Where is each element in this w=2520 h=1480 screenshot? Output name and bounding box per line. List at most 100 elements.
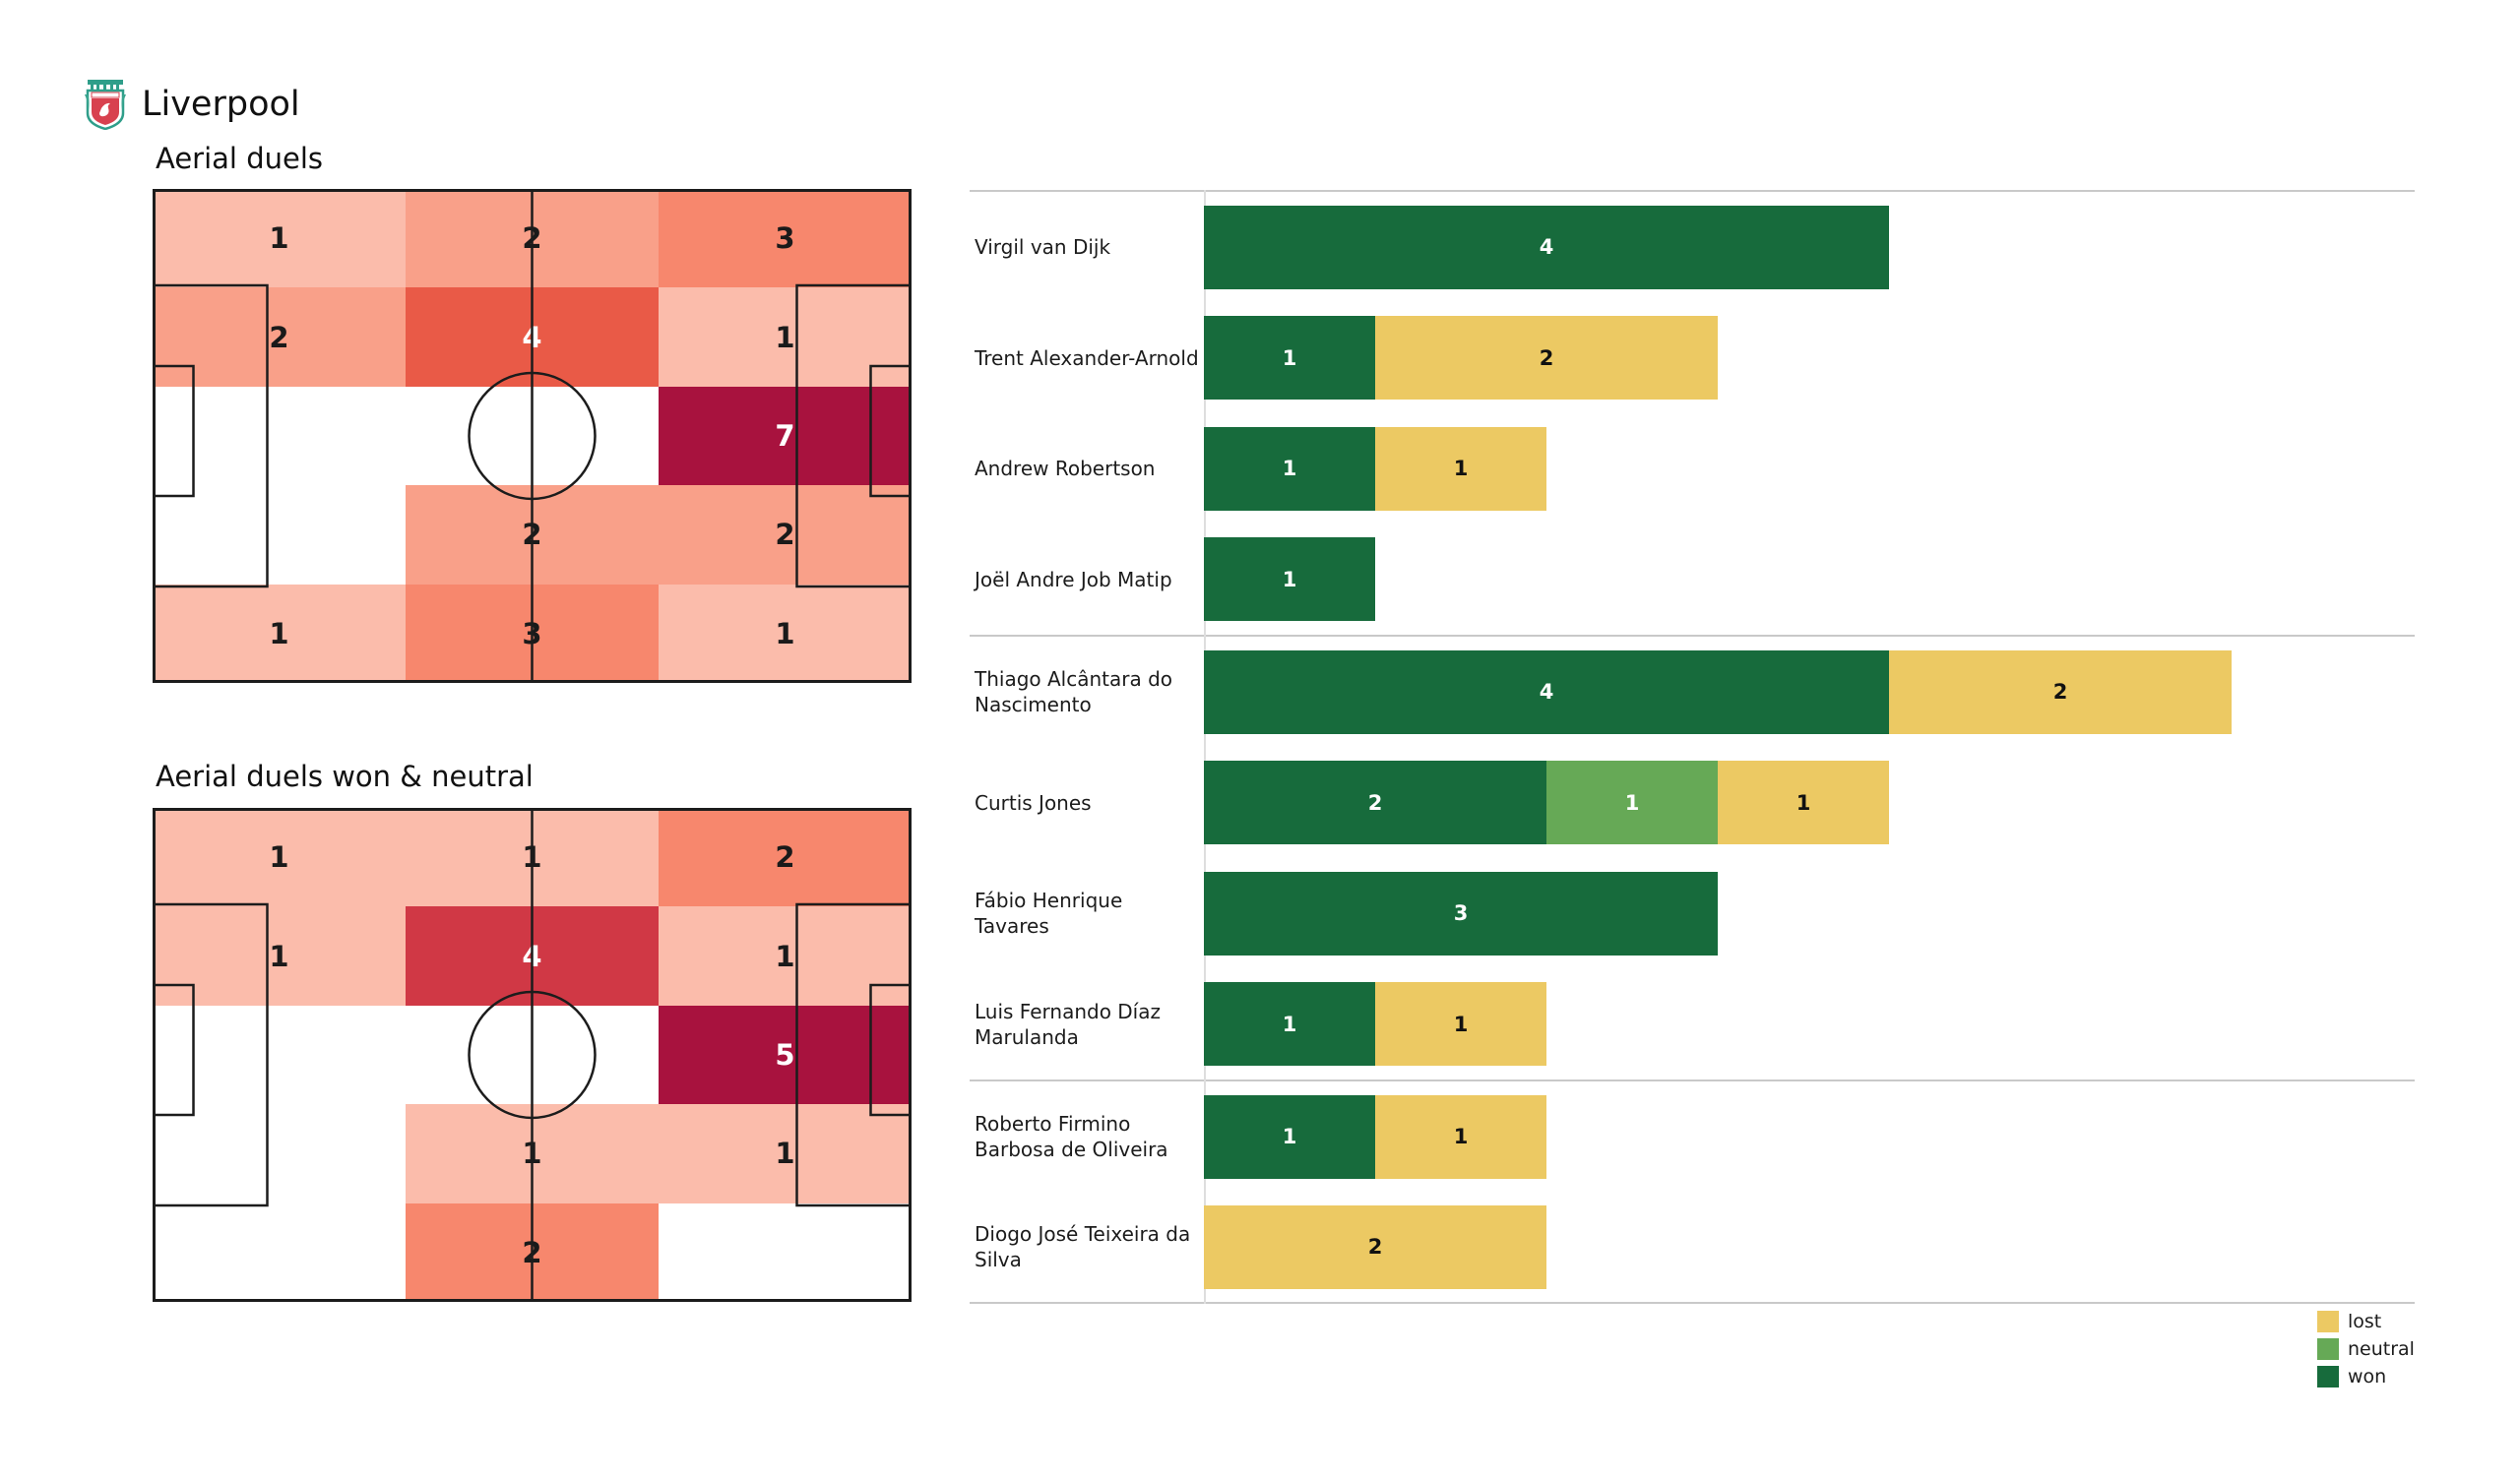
bar-segment-won: 4 [1204,649,1889,734]
bar-segment-neutral: 1 [1546,761,1718,845]
player-group-1: Virgil van Dijk 4 Trent Alexander-Arnold 1 2… [970,190,2415,635]
bar-segment-won: 1 [1204,316,1375,401]
legend-label: neutral [2348,1338,2415,1360]
player-row: Andrew Robertson 1 1 [970,413,2415,524]
player-name: Joël Andre Job Matip [975,567,1172,591]
pitch-zone-r3c1 [153,1005,406,1105]
player-name: Andrew Robertson [975,457,1156,481]
bar-segment-won: 1 [1204,1094,1375,1179]
legend-label: lost [2348,1311,2382,1332]
six-yard-box-left [153,364,195,498]
penalty-area-left [153,902,269,1207]
player-group-3: Roberto Firmino Barbosa de Oliveira 1 1 Dio… [970,1079,2415,1302]
pitch-zone-r3c3: 5 [659,1005,912,1105]
pitch-zone-r2c3: 1 [659,906,912,1006]
aerial-duels-bar-chart: Virgil van Dijk 4 Trent Alexander-Arnold 1 2… [970,190,2415,1304]
pitch-zone-r3c1 [153,386,406,486]
player-name: Curtis Jones [975,790,1092,815]
pitch-zone-r5c3: 1 [659,584,912,683]
pitch-zone-r1c3: 2 [659,808,912,907]
pitch-zone-r4c1 [153,1104,406,1203]
pitch-markings [153,189,912,683]
liverpool-crest-icon [83,79,128,131]
player-row: Luis Fernando Díaz Marulanda 1 1 [970,969,2415,1080]
player-bar: 3 [1204,871,1718,956]
pitch-zone-r3c3: 7 [659,386,912,486]
bar-segment-lost: 2 [1375,316,1718,401]
bar-segment-won: 1 [1204,426,1375,511]
pitch-zone-r5c1: 1 [153,584,406,683]
player-row: Virgil van Dijk 4 [970,192,2415,303]
pitch-zone-r1c3: 3 [659,189,912,288]
pitch-zone-r1c1: 1 [153,808,406,907]
legend-label: won [2348,1366,2387,1388]
six-yard-box-left [153,983,195,1117]
pitch-zone-r5c1 [153,1202,406,1302]
player-bar: 1 [1204,537,1375,622]
chart-legend: lost neutral won [2317,1311,2415,1393]
pitch-markings [153,808,912,1302]
pitch-zone-r4c1 [153,485,406,585]
player-group-2: Thiago Alcântara do Nascimento 4 2 Curtis J… [970,635,2415,1079]
team-header: Liverpool [83,79,300,131]
pitch-zone-r2c1: 1 [153,906,406,1006]
player-row: Thiago Alcântara do Nascimento 4 2 [970,637,2415,748]
bar-segment-won: 2 [1204,761,1546,845]
legend-item-neutral: neutral [2317,1338,2415,1360]
player-name: Fábio Henrique Tavares [975,889,1123,939]
penalty-area-right [795,902,912,1207]
bar-segment-won: 1 [1204,537,1375,622]
legend-item-lost: lost [2317,1311,2415,1332]
bar-segment-lost: 1 [1375,1094,1546,1179]
six-yard-box-right [869,364,912,498]
centre-circle [468,371,597,501]
pitch-title-aerial-duels: Aerial duels [156,142,323,175]
player-name: Trent Alexander-Arnold [975,345,1199,370]
pitch-zone-r1c1: 1 [153,189,406,288]
bar-segment-lost: 2 [1204,1204,1546,1289]
team-title: Liverpool [142,85,300,124]
chart-bottom-separator [970,1302,2415,1304]
bar-segment-lost: 2 [1889,649,2232,734]
player-row: Fábio Henrique Tavares 3 [970,858,2415,969]
penalty-area-left [153,283,269,588]
legend-item-won: won [2317,1366,2415,1388]
bar-segment-won: 4 [1204,205,1889,289]
legend-swatch-lost [2317,1311,2339,1332]
pitch-zone-r2c1: 2 [153,287,406,387]
pitch-zone-r4c3: 2 [659,485,912,585]
player-row: Roberto Firmino Barbosa de Oliveira 1 1 [970,1081,2415,1192]
legend-swatch-neutral [2317,1338,2339,1360]
bar-segment-lost: 1 [1375,426,1546,511]
centre-circle [468,990,597,1120]
player-row: Curtis Jones 2 1 1 [970,748,2415,859]
player-name: Luis Fernando Díaz Marulanda [975,999,1161,1049]
bar-segment-won: 3 [1204,871,1718,956]
pitch-zone-r4c3: 1 [659,1104,912,1203]
player-name: Virgil van Dijk [975,235,1111,260]
pitch-title-aerial-duels-won-neutral: Aerial duels won & neutral [156,760,534,793]
player-name: Diogo José Teixeira da Silva [975,1222,1191,1271]
chart-groups: Virgil van Dijk 4 Trent Alexander-Arnold 1 2… [970,190,2415,1302]
player-name: Thiago Alcântara do Nascimento [975,667,1173,717]
chart-axis-line [1204,190,1206,1304]
player-row: Diogo José Teixeira da Silva 2 [970,1192,2415,1302]
pitch-zone-r2c3: 1 [659,287,912,387]
player-name: Roberto Firmino Barbosa de Oliveira [975,1112,1168,1161]
player-row: Trent Alexander-Arnold 1 2 [970,303,2415,414]
player-row: Joël Andre Job Matip 1 [970,524,2415,636]
penalty-area-right [795,283,912,588]
bar-segment-lost: 1 [1375,982,1546,1067]
bar-segment-lost: 1 [1718,761,1889,845]
legend-swatch-won [2317,1366,2339,1388]
bar-segment-won: 1 [1204,982,1375,1067]
